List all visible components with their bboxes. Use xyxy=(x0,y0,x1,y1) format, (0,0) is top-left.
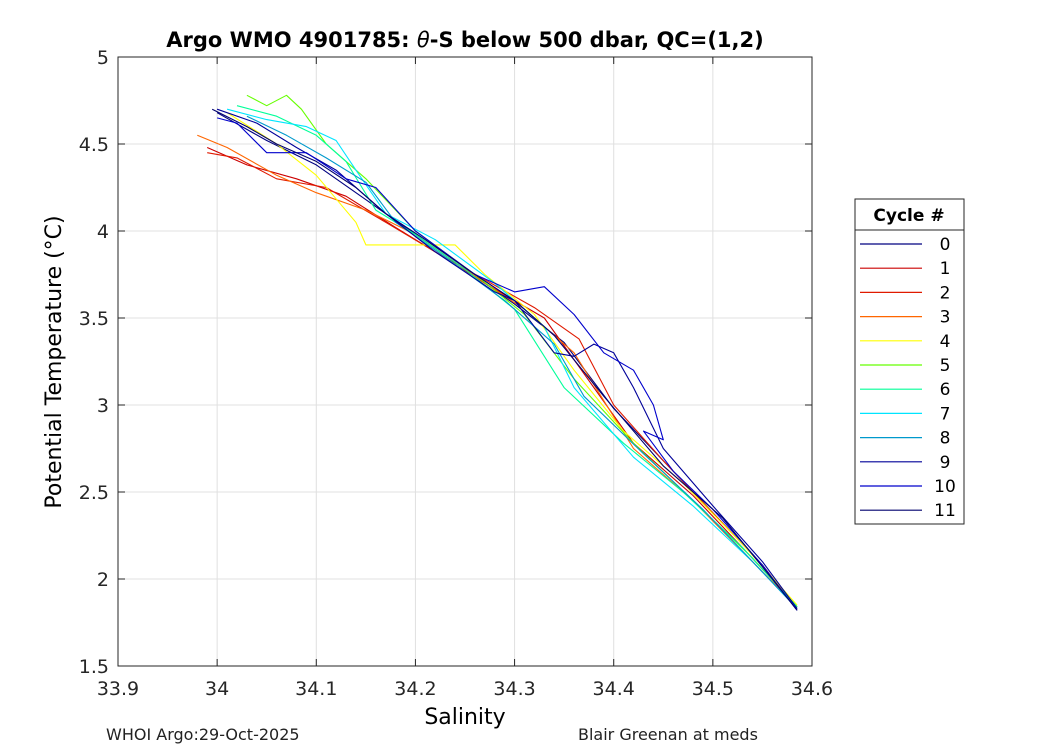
x-axis-label: Salinity xyxy=(424,705,505,730)
x-tick-label: 34 xyxy=(205,678,229,700)
x-tick-label: 34.4 xyxy=(593,678,635,700)
series-line-cycle-6 xyxy=(236,105,798,608)
footer-right: Blair Greenan at meds xyxy=(578,725,758,744)
footer-left: WHOI Argo:29-Oct-2025 xyxy=(106,725,300,744)
plot-frame xyxy=(117,56,813,667)
series-line-cycle-8 xyxy=(246,115,798,609)
series-line-cycle-5 xyxy=(246,94,798,608)
legend-title: Cycle # xyxy=(873,206,944,226)
legend-label-cycle-3: 3 xyxy=(940,308,951,328)
legend-box xyxy=(854,198,965,525)
x-tick-label: 34.5 xyxy=(692,678,734,700)
legend-label-cycle-6: 6 xyxy=(940,380,951,400)
legend-label-cycle-10: 10 xyxy=(934,477,956,497)
x-tick-label: 34.1 xyxy=(295,678,337,700)
y-tick-label: 3 xyxy=(97,395,109,417)
series-line-cycle-4 xyxy=(226,112,798,606)
x-tick-label: 34.3 xyxy=(493,678,535,700)
legend-label-cycle-4: 4 xyxy=(940,332,951,352)
y-tick-label: 4.5 xyxy=(79,134,109,156)
y-tick-labels: 1.5 2 2.5 3 3.5 4 4.5 5 xyxy=(79,47,812,678)
x-tick-labels: 33.9 34 34.1 34.2 34.3 34.4 34.5 34.6 xyxy=(97,57,833,700)
series-line-cycle-7 xyxy=(226,108,798,609)
y-tick-label: 2.5 xyxy=(79,482,109,504)
series-line-cycle-10 xyxy=(216,117,798,611)
legend-label-cycle-0: 0 xyxy=(940,235,951,255)
y-tick-label: 1.5 xyxy=(79,656,109,678)
y-tick-label: 5 xyxy=(97,47,109,69)
y-tick-label: 2 xyxy=(97,569,109,591)
y-tick-label: 4 xyxy=(97,221,109,243)
legend-label-cycle-7: 7 xyxy=(940,404,951,424)
chart-title: Argo WMO 4901785: θ-S below 500 dbar, QC… xyxy=(166,28,763,52)
legend-label-cycle-8: 8 xyxy=(940,429,951,449)
series-line-cycle-1 xyxy=(206,146,798,608)
series-line-cycle-2 xyxy=(207,152,798,609)
x-tick-label: 34.6 xyxy=(791,678,833,700)
legend-label-cycle-5: 5 xyxy=(940,356,951,376)
legend-label-cycle-2: 2 xyxy=(940,283,951,303)
series-lines xyxy=(197,94,798,611)
title-theta: θ xyxy=(417,28,430,52)
y-axis-label: Potential Temperature (°C) xyxy=(42,215,67,508)
grid-lines xyxy=(117,56,813,667)
legend-label-cycle-11: 11 xyxy=(934,501,956,521)
legend: Cycle # 0 1 2 3 4 5 6 7 8 9 10 11 xyxy=(854,198,965,525)
legend-label-cycle-9: 9 xyxy=(940,453,951,473)
series-line-cycle-9 xyxy=(216,108,798,609)
series-line-cycle-11 xyxy=(211,108,798,611)
x-tick-label: 33.9 xyxy=(97,678,139,700)
legend-label-cycle-1: 1 xyxy=(940,259,951,279)
series-line-cycle-3 xyxy=(197,134,798,608)
x-tick-label: 34.2 xyxy=(394,678,436,700)
y-tick-label: 3.5 xyxy=(79,308,109,330)
